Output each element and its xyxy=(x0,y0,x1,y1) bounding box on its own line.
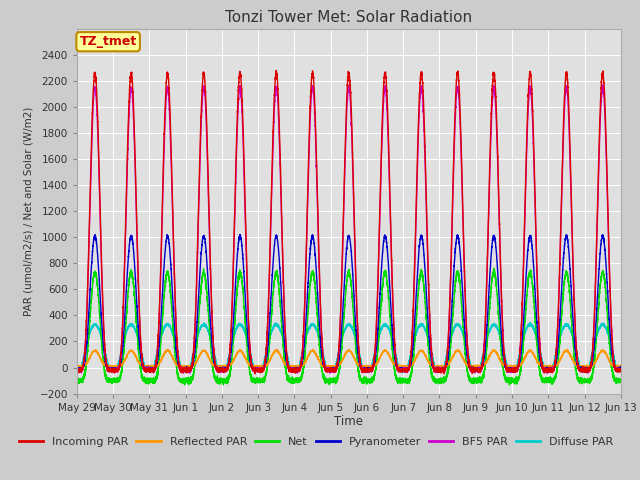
Incoming PAR xyxy=(272,68,280,73)
BF5 PAR xyxy=(617,366,625,372)
BF5 PAR xyxy=(330,366,338,372)
Diffuse PAR xyxy=(399,370,406,376)
Incoming PAR xyxy=(258,370,266,375)
Reflected PAR xyxy=(471,363,479,369)
BF5 PAR xyxy=(588,362,595,368)
X-axis label: Time: Time xyxy=(334,415,364,429)
Diffuse PAR xyxy=(527,320,534,325)
BF5 PAR xyxy=(258,368,266,373)
Line: Incoming PAR: Incoming PAR xyxy=(77,71,621,374)
Reflected PAR xyxy=(588,363,595,369)
Net xyxy=(486,303,493,309)
Diffuse PAR xyxy=(258,369,266,374)
Incoming PAR xyxy=(73,367,81,373)
Incoming PAR xyxy=(471,368,479,373)
Diffuse PAR xyxy=(470,367,478,372)
Reflected PAR xyxy=(486,353,493,359)
Legend: Incoming PAR, Reflected PAR, Net, Pyranometer, BF5 PAR, Diffuse PAR: Incoming PAR, Reflected PAR, Net, Pyrano… xyxy=(14,433,618,452)
Text: TZ_tmet: TZ_tmet xyxy=(79,35,137,48)
Pyranometer xyxy=(471,365,479,371)
BF5 PAR xyxy=(599,82,607,88)
Pyranometer xyxy=(331,367,339,373)
Pyranometer xyxy=(289,368,296,374)
Line: Reflected PAR: Reflected PAR xyxy=(77,349,621,368)
Diffuse PAR xyxy=(594,327,602,333)
Line: Net: Net xyxy=(77,268,621,385)
BF5 PAR xyxy=(543,371,551,376)
BF5 PAR xyxy=(470,366,478,372)
Pyranometer xyxy=(486,271,493,277)
Net xyxy=(506,382,513,388)
Incoming PAR xyxy=(331,366,339,372)
Line: BF5 PAR: BF5 PAR xyxy=(77,85,621,373)
Net xyxy=(490,265,498,271)
Pyranometer xyxy=(617,367,625,372)
Incoming PAR xyxy=(252,371,259,377)
BF5 PAR xyxy=(594,194,602,200)
Pyranometer xyxy=(588,362,595,368)
Pyranometer xyxy=(594,283,602,288)
Net xyxy=(330,376,338,382)
Diffuse PAR xyxy=(486,326,493,332)
Diffuse PAR xyxy=(588,354,595,360)
Reflected PAR xyxy=(381,347,389,352)
Net xyxy=(588,376,595,382)
Pyranometer xyxy=(258,366,266,372)
Incoming PAR xyxy=(594,184,602,190)
Incoming PAR xyxy=(588,359,595,364)
Net xyxy=(594,311,602,316)
Incoming PAR xyxy=(486,157,493,163)
Reflected PAR xyxy=(594,353,602,359)
Title: Tonzi Tower Met: Solar Radiation: Tonzi Tower Met: Solar Radiation xyxy=(225,10,472,25)
Net xyxy=(617,379,625,385)
Net xyxy=(258,377,266,383)
Net xyxy=(73,378,81,384)
Reflected PAR xyxy=(330,363,338,369)
Pyranometer xyxy=(73,365,81,371)
Diffuse PAR xyxy=(617,367,625,373)
Incoming PAR xyxy=(617,369,625,374)
Net xyxy=(470,380,478,385)
Reflected PAR xyxy=(258,363,266,369)
Line: Pyranometer: Pyranometer xyxy=(77,235,621,371)
Diffuse PAR xyxy=(73,367,81,372)
Reflected PAR xyxy=(73,363,81,369)
BF5 PAR xyxy=(73,368,81,374)
Reflected PAR xyxy=(617,364,625,370)
BF5 PAR xyxy=(486,172,493,178)
Diffuse PAR xyxy=(330,367,338,373)
Line: Diffuse PAR: Diffuse PAR xyxy=(77,323,621,373)
Pyranometer xyxy=(236,232,244,238)
Y-axis label: PAR (umol/m2/s) / Net and Solar (W/m2): PAR (umol/m2/s) / Net and Solar (W/m2) xyxy=(24,107,34,316)
Reflected PAR xyxy=(177,365,185,371)
